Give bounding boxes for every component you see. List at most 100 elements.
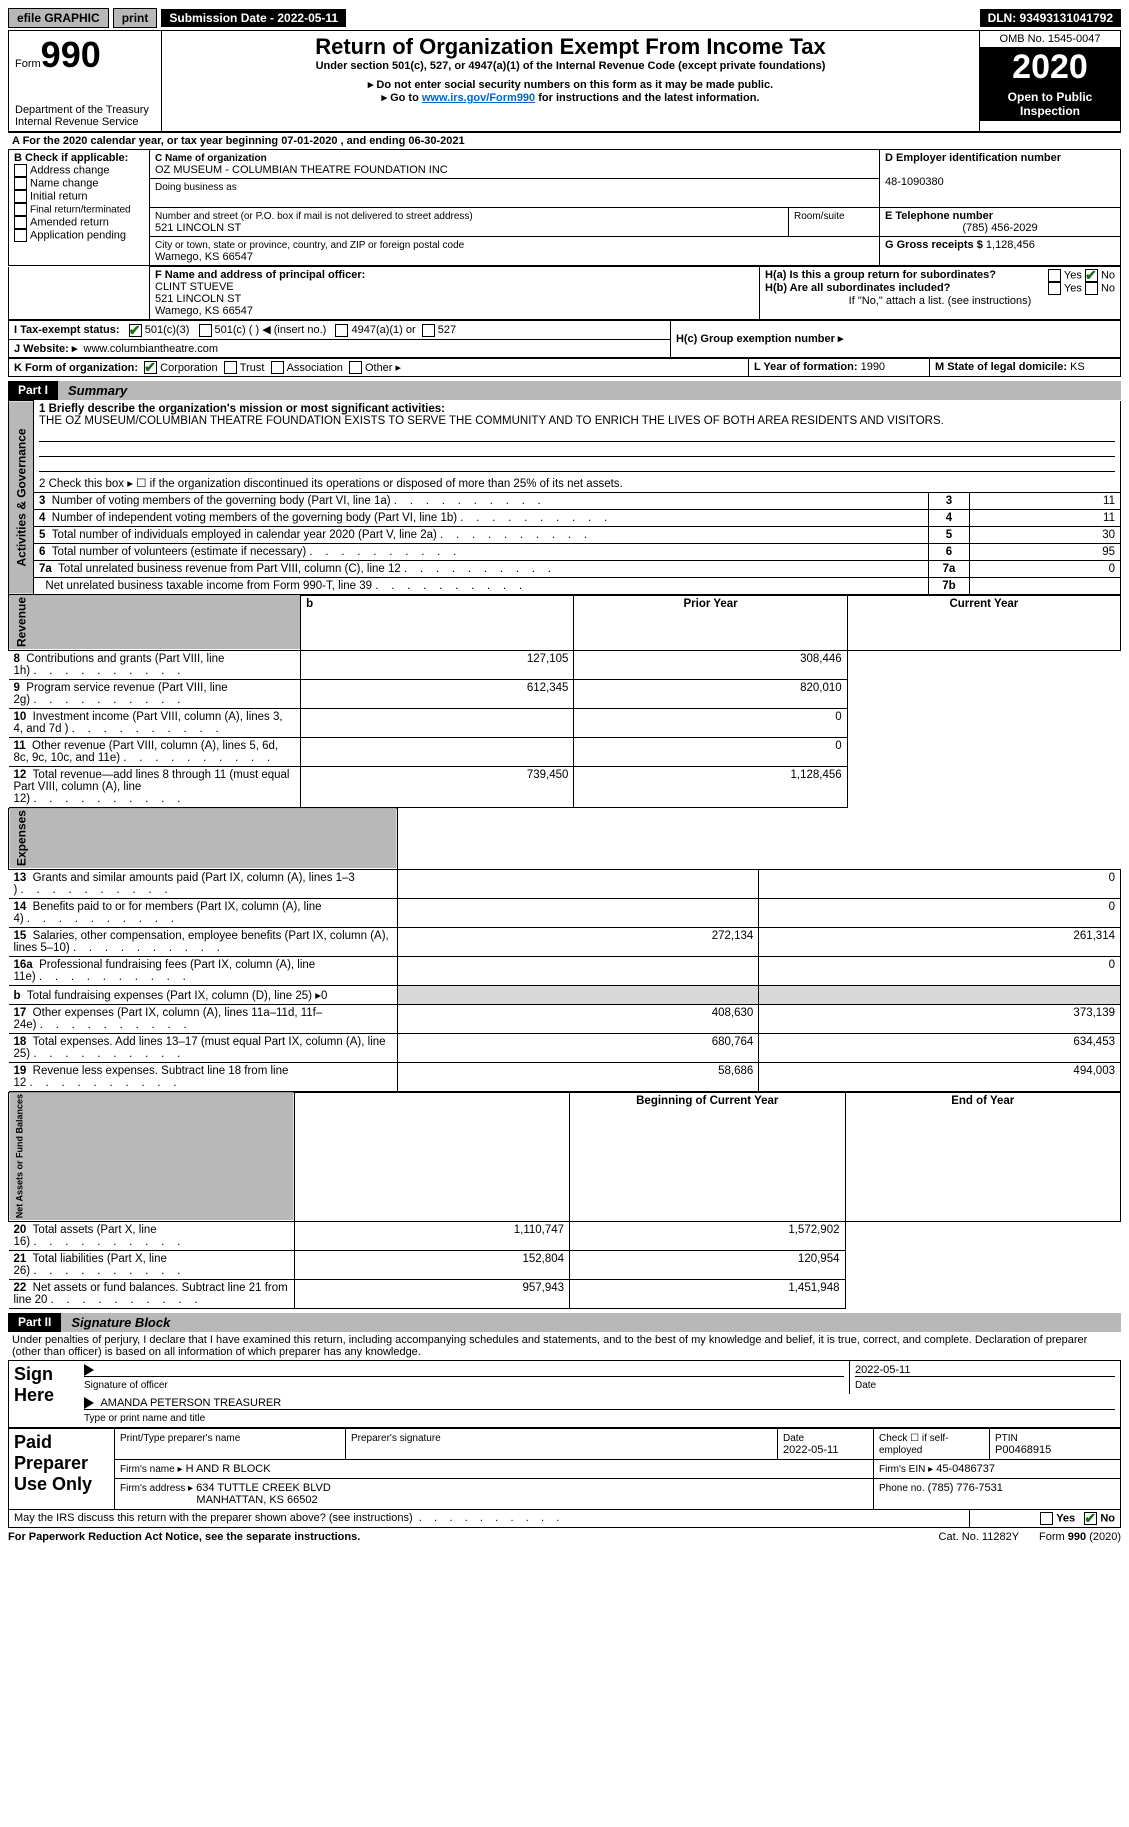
check-amended-return[interactable] [14,216,27,229]
part2-tab: Part II [8,1313,61,1332]
hb-no-check[interactable] [1085,282,1098,295]
row-j-label: J Website: ▸ [14,343,77,355]
501c3-check[interactable] [129,324,142,337]
check-self-label: Check ☐ if self-employed [879,1433,949,1456]
hb-note: If "No," attach a list. (see instruction… [765,295,1115,307]
header-end: End of Year [845,1092,1121,1221]
street-address: 521 LINCOLN ST [155,222,241,234]
trust-check[interactable] [224,361,237,374]
submission-date-label: Submission Date - 2022-05-11 [161,9,346,27]
irs-link[interactable]: www.irs.gov/Form990 [422,92,535,104]
form-990-number: 990 [41,34,101,75]
other-check[interactable] [349,361,362,374]
firm-name: H AND R BLOCK [186,1463,271,1475]
dln-label: DLN: 93493131041792 [980,9,1121,27]
top-bar: efile GRAPHIC print Submission Date - 20… [8,8,1121,28]
header-current: Current Year [847,595,1120,650]
check-address-change[interactable] [14,164,27,177]
officer-printed-name: AMANDA PETERSON TREASURER [100,1397,281,1409]
box-e-label: E Telephone number [885,210,993,222]
officer-addr2: Wamego, KS 66547 [155,305,253,317]
city-value: Wamego, KS 66547 [155,251,253,263]
room-label: Room/suite [794,211,845,222]
info-grid: B Check if applicable: Address change Na… [8,149,1121,266]
line1-text: THE OZ MUSEUM/COLUMBIAN THEATRE FOUNDATI… [39,415,944,427]
sign-here-table: Sign Here Signature of officer 2022-05-1… [8,1360,1121,1428]
city-label: City or town, state or province, country… [155,240,464,251]
print-button[interactable]: print [113,8,158,28]
opt-address: Address change [30,164,110,176]
firm-addr-label: Firm's address ▸ [120,1483,193,1494]
box-c-name-label: C Name of organization [155,153,267,164]
firm-addr1: 634 TUTTLE CREEK BLVD [196,1482,331,1494]
arrow-icon [84,1364,94,1376]
hb-yes: Yes [1064,282,1082,294]
page-footer: For Paperwork Reduction Act Notice, see … [8,1528,1121,1543]
check-application-pending[interactable] [14,229,27,242]
declaration: Under penalties of perjury, I declare th… [8,1332,1121,1360]
assoc-check[interactable] [271,361,284,374]
form-header: Form990 Department of the Treasury Inter… [8,30,1121,132]
financial-table: Revenue b Prior Year Current Year 8 Cont… [8,595,1121,808]
form-prefix: Form [15,58,41,70]
footer-left: For Paperwork Reduction Act Notice, see … [8,1531,360,1543]
501c-check[interactable] [199,324,212,337]
website-value: www.columbiantheatre.com [84,343,219,355]
firm-addr2: MANHATTAN, KS 66502 [196,1494,317,1506]
check-initial-return[interactable] [14,190,27,203]
opt-trust: Trust [240,362,265,374]
box-g-label: G Gross receipts $ [885,239,983,251]
addr-label: Number and street (or P.O. box if mail i… [155,211,473,222]
hb-no: No [1101,282,1115,294]
527-check[interactable] [422,324,435,337]
discuss-no-check[interactable] [1084,1512,1097,1525]
row-m-label: M State of legal domicile: [935,361,1067,373]
opt-final: Final return/terminated [30,204,131,215]
officer-group-table: F Name and address of principal officer:… [8,266,1121,320]
box-b-label: B Check if applicable: [14,152,128,164]
ha-yes: Yes [1064,269,1082,281]
prep-date-label: Date [783,1433,804,1444]
check-final-return[interactable] [14,203,27,216]
ein-value: 48-1090380 [885,176,944,188]
note-link: ▸ Go to www.irs.gov/Form990 for instruct… [168,91,973,104]
opt-527: 527 [438,324,456,336]
discuss-yes-check[interactable] [1040,1512,1053,1525]
hb-yes-check[interactable] [1048,282,1061,295]
vlabel-governance: Activities & Governance [9,401,34,595]
firm-phone: (785) 776-7531 [928,1482,1003,1494]
firm-name-label: Firm's name ▸ [120,1464,183,1475]
paid-preparer-label: Paid Preparer Use Only [9,1429,115,1510]
efile-badge: efile GRAPHIC [8,8,109,28]
form-number: Form990 [15,34,155,76]
sign-here-label: Sign Here [9,1360,80,1427]
form-org-table: K Form of organization: Corporation Trus… [8,358,1121,378]
part1-tab: Part I [8,381,58,400]
opt-pending: Application pending [30,229,126,241]
vlabel-expenses: Expenses [9,808,398,869]
box-f-label: F Name and address of principal officer: [155,269,365,281]
corp-check[interactable] [144,361,157,374]
paid-preparer-table: Paid Preparer Use Only Print/Type prepar… [8,1428,1121,1510]
opt-other: Other ▸ [365,362,401,374]
year-formation: 1990 [861,361,885,373]
state-domicile: KS [1070,361,1085,373]
hb-label: H(b) Are all subordinates included? [765,282,950,294]
ha-no-check[interactable] [1085,269,1098,282]
sig-date: 2022-05-11 [855,1364,910,1376]
part2-title: Signature Block [61,1313,1121,1332]
opt-amended: Amended return [30,216,109,228]
opt-501c3: 501(c)(3) [145,324,190,336]
ha-yes-check[interactable] [1048,269,1061,282]
officer-addr1: 521 LINCOLN ST [155,293,241,305]
arrow-icon [84,1397,94,1409]
check-name-change[interactable] [14,177,27,190]
4947-check[interactable] [335,324,348,337]
box-d-label: D Employer identification number [885,152,1061,164]
part2-header: Part II Signature Block [8,1313,1121,1332]
opt-initial: Initial return [30,190,87,202]
ha-label: H(a) Is this a group return for subordin… [765,269,996,281]
prep-name-label: Print/Type preparer's name [120,1433,240,1444]
part1-title: Summary [58,381,1121,400]
tax-status-table: I Tax-exempt status: 501(c)(3) 501(c) ( … [8,320,1121,358]
